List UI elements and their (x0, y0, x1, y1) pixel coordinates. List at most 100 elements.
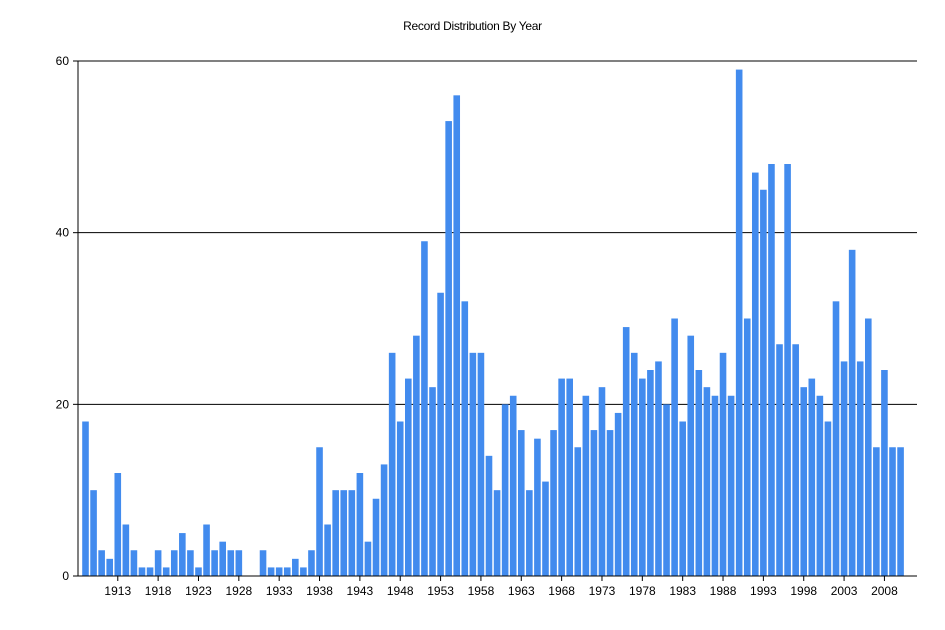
bar-1976 (622, 327, 630, 576)
bar-1914 (122, 524, 130, 576)
y-tick-label: 20 (56, 397, 70, 411)
x-tick-label: 1998 (790, 584, 817, 598)
y-tick-label: 40 (56, 226, 70, 240)
x-tick-label: 1953 (427, 584, 454, 598)
bar-1988 (719, 352, 727, 576)
bar-1954 (445, 121, 452, 576)
x-tick-label: 1993 (750, 584, 777, 598)
bar-1913 (114, 473, 122, 576)
bar-2010 (897, 447, 904, 576)
bar-1928 (235, 550, 243, 576)
bar-1915 (130, 550, 138, 576)
bar-1938 (316, 447, 323, 576)
bar-1994 (768, 164, 775, 576)
bar-1978 (639, 378, 646, 576)
x-tick-label: 1928 (225, 584, 252, 598)
x-tick-label: 1963 (508, 584, 535, 598)
bar-1962 (509, 395, 517, 576)
bar-1983 (679, 421, 686, 576)
bar-1993 (760, 189, 767, 576)
bar-1991 (743, 318, 751, 576)
bar-1971 (582, 395, 590, 576)
bar-1912 (106, 558, 114, 576)
bar-1975 (614, 412, 622, 576)
bar-1982 (671, 318, 678, 576)
bar-1917 (146, 567, 154, 576)
bar-1999 (808, 378, 816, 576)
bar-1926 (219, 541, 226, 576)
bar-1942 (348, 490, 356, 576)
x-tick-label: 1938 (306, 584, 333, 598)
bar-1986 (703, 387, 711, 576)
bar-1910 (90, 490, 97, 576)
x-tick-label: 1933 (266, 584, 293, 598)
bar-1943 (356, 473, 364, 576)
bar-2009 (889, 447, 896, 576)
bar-1939 (324, 524, 331, 576)
bar-2007 (873, 447, 880, 576)
bar-2006 (864, 318, 872, 576)
bar-1948 (396, 421, 404, 576)
bar-1923 (195, 567, 202, 576)
bar-1960 (493, 490, 501, 576)
y-tick-label: 60 (56, 54, 70, 68)
bar-1970 (574, 447, 582, 576)
bar-1984 (687, 335, 695, 576)
bar-1924 (203, 524, 210, 576)
bar-1911 (98, 550, 105, 576)
bar-1964 (526, 490, 533, 576)
bar-1934 (283, 567, 291, 576)
bar-1941 (340, 490, 348, 576)
bar-1927 (227, 550, 235, 576)
x-tick-label: 1988 (710, 584, 737, 598)
x-tick-label: 2003 (831, 584, 858, 598)
bar-1922 (187, 550, 194, 576)
bar-1944 (364, 541, 372, 576)
x-tick-label: 1913 (104, 584, 131, 598)
bar-1932 (267, 567, 275, 576)
bar-1947 (388, 352, 396, 576)
bar-1916 (138, 567, 146, 576)
bar-1950 (413, 335, 420, 576)
bar-1920 (170, 550, 178, 576)
bar-1918 (154, 550, 162, 576)
x-tick-label: 1973 (589, 584, 616, 598)
bar-1957 (469, 352, 477, 576)
bar-2008 (881, 370, 888, 576)
bar-2004 (848, 249, 856, 576)
bar-1931 (259, 550, 267, 576)
bar-1963 (517, 430, 525, 576)
bar-1989 (727, 395, 735, 576)
bar-1935 (292, 558, 299, 576)
bars (82, 69, 904, 576)
bar-1940 (332, 490, 339, 576)
bar-1937 (308, 550, 315, 576)
y-tick-label: 0 (62, 569, 69, 583)
x-tick-label: 1978 (629, 584, 656, 598)
bar-1949 (405, 378, 412, 576)
x-tick-label: 1983 (669, 584, 696, 598)
x-tick-label: 1943 (347, 584, 374, 598)
bar-1925 (211, 550, 218, 576)
bar-1956 (461, 301, 469, 576)
bar-1951 (421, 241, 428, 576)
bar-1967 (550, 430, 557, 576)
x-tick-label: 1958 (468, 584, 495, 598)
axes: 0 20 40 60 1913 1918 1923 1928 1933 1938 1943 1948 1… (56, 54, 917, 598)
bar-1998 (800, 387, 808, 576)
x-tick-label: 2008 (871, 584, 898, 598)
x-tick-label: 1923 (185, 584, 212, 598)
bar-1972 (590, 430, 598, 576)
bar-1953 (437, 292, 444, 576)
bar-1987 (711, 395, 719, 576)
bar-1990 (735, 69, 743, 576)
bar-1946 (380, 464, 388, 576)
bar-1952 (429, 387, 436, 576)
bar-1968 (558, 378, 565, 576)
bar-2002 (832, 301, 840, 576)
bar-1933 (275, 567, 283, 576)
bar-1961 (501, 404, 509, 576)
bar-2005 (856, 361, 864, 576)
bar-1958 (477, 352, 485, 576)
